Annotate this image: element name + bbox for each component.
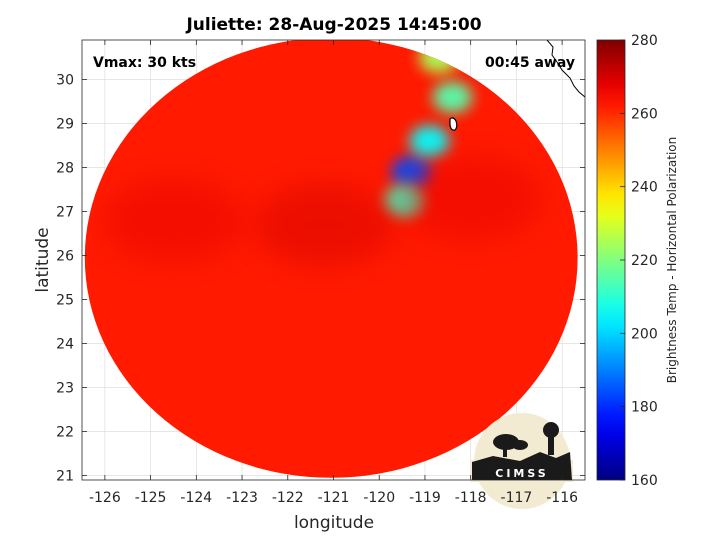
- x-tick-label: -117: [501, 490, 533, 506]
- feature-warm-core-center: [254, 184, 395, 265]
- cimss-logo: CIMSS: [470, 413, 573, 509]
- colorbar-tick-label: 180: [631, 400, 658, 416]
- y-tick-label: 21: [56, 469, 74, 485]
- feature-warm-core-west: [103, 180, 244, 261]
- x-tick-label: -123: [226, 490, 258, 506]
- logo-text: CIMSS: [495, 467, 548, 480]
- colorbar-tick-label: 240: [631, 180, 658, 196]
- feature-warm-core-east: [400, 158, 541, 239]
- colorbar-ticks: 160 180 200 220 240 260 280: [620, 33, 658, 489]
- y-tick-label: 22: [56, 425, 74, 441]
- coastline: [546, 40, 585, 98]
- y-tick-label: 28: [56, 161, 74, 177]
- colorbar-tick-label: 200: [631, 326, 658, 342]
- chart-title: Juliette: 28-Aug-2025 14:45:00: [185, 15, 481, 35]
- colorbar-tick-label: 160: [631, 473, 658, 489]
- time-away-annotation: 00:45 away: [485, 55, 575, 71]
- y-tick-label: 23: [56, 381, 74, 397]
- x-tick-label: -121: [318, 490, 350, 506]
- y-tick-label: 30: [56, 73, 74, 89]
- colorbar-tick-label: 280: [631, 33, 658, 49]
- x-tick-label: -116: [546, 490, 578, 506]
- x-tick-label: -124: [180, 490, 212, 506]
- y-tick-label: 25: [56, 293, 74, 309]
- x-tick-label: -126: [89, 490, 121, 506]
- brightness-temp-field: [84, 40, 578, 478]
- colorbar-label: Brightness Temp - Horizontal Polarizatio…: [665, 137, 679, 384]
- x-tick-label: -118: [455, 490, 487, 506]
- colorbar-tick-label: 220: [631, 253, 658, 269]
- x-tick-label: -120: [363, 490, 395, 506]
- colorbar: 160 180 200 220 240 260 280 Brightness Temp - …: [596, 33, 679, 489]
- swath-features: [103, 41, 541, 265]
- y-tick-label: 26: [56, 249, 74, 265]
- vmax-annotation: Vmax: 30 kts: [93, 55, 196, 71]
- y-axis-label: latitude: [33, 227, 53, 292]
- x-axis-ticks: -126 -125 -124 -123 -122 -121 -120 -119 -118 -117…: [89, 40, 578, 506]
- y-axis-ticks: 21 22 23 24 25 26 27 28 29 30: [56, 73, 585, 485]
- y-tick-label: 29: [56, 117, 74, 133]
- x-tick-label: -125: [135, 490, 167, 506]
- colorbar-tick-label: 260: [631, 106, 658, 122]
- contour-line: [449, 117, 458, 131]
- x-axis-label: longitude: [294, 513, 374, 533]
- y-tick-label: 27: [56, 205, 74, 221]
- feature-cold-band-north: [409, 125, 450, 158]
- x-tick-label: -119: [409, 490, 441, 506]
- feature-northern-plume: [432, 81, 473, 114]
- y-tick-label: 24: [56, 337, 74, 353]
- x-tick-label: -122: [272, 490, 304, 506]
